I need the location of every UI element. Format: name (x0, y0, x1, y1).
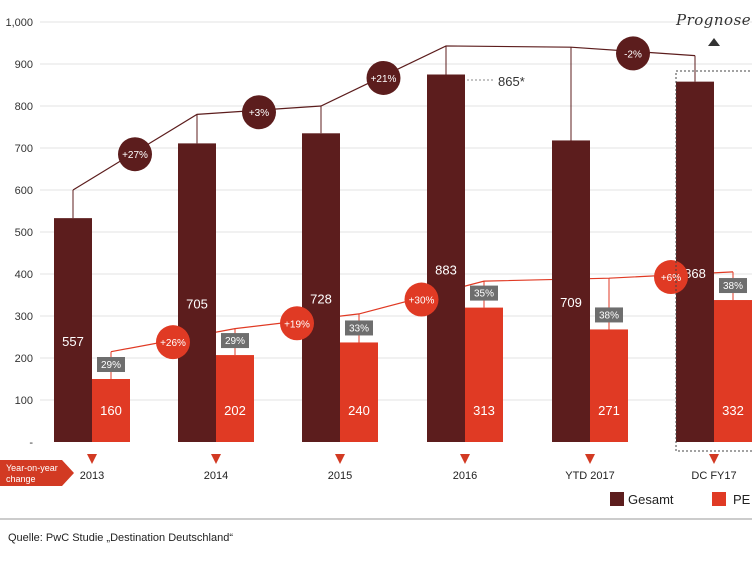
pe-share-label: 38% (599, 310, 619, 321)
bar-gesamt (427, 74, 465, 442)
bar-gesamt-label: 868 (684, 266, 706, 281)
pe-share-box (595, 307, 623, 323)
prognose-box (675, 70, 752, 452)
bar-pe-label: 332 (722, 403, 744, 418)
year-marker-icon (460, 454, 470, 464)
change-circles: +27% +3% +21% -2% +26% +19% +30% +6% (118, 36, 688, 360)
bar-gesamt (54, 218, 92, 442)
category-label: 2014 (204, 470, 228, 482)
gesamt-change-label: +3% (249, 108, 269, 119)
bar-pe (714, 300, 752, 442)
bar-gesamt (178, 143, 216, 442)
year-marker-icon (709, 454, 719, 464)
grid (40, 21, 752, 401)
pe-share-label: 38% (723, 281, 743, 292)
y-tick-label: 500 (15, 227, 33, 239)
y-tick-label: 200 (15, 353, 33, 365)
gesamt-change-label: -2% (624, 49, 642, 60)
gesamt-change-label: +21% (371, 74, 397, 85)
pe-share-box (345, 320, 373, 336)
pe-share-label: 29% (225, 336, 245, 347)
bar-gesamt (302, 133, 340, 443)
legend-swatch-gesamt (610, 492, 624, 506)
bar-pe-label: 313 (473, 403, 495, 418)
prognose-annotation: Prognose (675, 11, 752, 452)
gesamt-change-circle (616, 36, 650, 71)
pe-share-label: 35% (474, 289, 494, 300)
prognose-label: Prognose (675, 11, 751, 29)
pe-share-box (719, 278, 747, 294)
legend-swatch-pe (712, 492, 726, 506)
gesamt-change-circle (366, 60, 401, 95)
pe-change-label: +19% (284, 319, 310, 330)
bar-gesamt-label: 705 (186, 297, 208, 312)
yoy-label-line1: Year-on-year (6, 463, 58, 473)
source-note: Quelle: PwC Studie „Destination Deutschl… (8, 532, 234, 544)
legend-label-pe: PE (733, 492, 751, 507)
yoy-label-line2: change (6, 474, 36, 484)
pe-change-circle (156, 325, 190, 360)
category-label: DC FY17 (691, 470, 736, 482)
pe-change-label: +26% (160, 338, 186, 349)
pe-share-box (221, 333, 249, 349)
legend-label-gesamt: Gesamt (628, 492, 674, 507)
bar-pe-label: 271 (598, 403, 620, 418)
y-axis: 1,000 900 800 700 600 500 400 300 200 100 - (5, 17, 33, 449)
bar-pe (590, 329, 628, 442)
annotation-865-text: 865* (498, 74, 525, 89)
x-axis: 2013 2014 2015 2016 YTD 2017 DC FY17 (80, 470, 737, 482)
bar-pe (340, 342, 378, 442)
y-tick-label: 1,000 (5, 17, 33, 29)
prognose-arrow-icon (708, 38, 720, 46)
pe-change-label: +30% (409, 296, 435, 307)
category-label: 2015 (328, 470, 352, 482)
year-marker-icon (335, 454, 345, 464)
bar-gesamt-label: 709 (560, 295, 582, 310)
y-tick-label: 700 (15, 143, 33, 155)
y-tick-label: 800 (15, 101, 33, 113)
bar-gesamt-label: 728 (310, 292, 332, 307)
pe-change-circle (654, 260, 688, 295)
bar-gesamt (676, 81, 714, 442)
category-label: YTD 2017 (565, 470, 615, 482)
pe-share-box (97, 357, 125, 372)
year-marker-icon (87, 454, 97, 464)
pe-change-circle (404, 282, 439, 317)
bar-pe (92, 379, 130, 442)
year-marker-icon (585, 454, 595, 464)
legend: Gesamt PE (610, 492, 751, 507)
yoy-label: Year-on-year change (0, 460, 74, 486)
pe-change-label: +6% (661, 273, 681, 284)
bar-pe-label: 160 (100, 403, 122, 418)
gesamt-change-label: +27% (122, 150, 148, 161)
bar-gesamt-label: 557 (62, 334, 84, 349)
gesamt-change-circle (118, 137, 152, 172)
y-tick-label: 300 (15, 311, 33, 323)
year-marker-icon (211, 454, 221, 464)
gesamt-change-circle (242, 95, 276, 130)
category-markers (87, 454, 719, 464)
y-tick-label: 900 (15, 59, 33, 71)
bar-pe (216, 355, 254, 442)
pe-share-label: 29% (101, 360, 121, 371)
pe-change-circle (280, 306, 314, 341)
pe-share-label: 33% (349, 323, 369, 334)
pe-share-box (470, 285, 498, 301)
y-tick-label: 100 (15, 395, 33, 407)
category-label: 2013 (80, 470, 104, 482)
y-tick-label: 400 (15, 269, 33, 281)
annotation-865: 865* (467, 74, 525, 89)
bar-pe (465, 307, 503, 442)
bar-pe-label: 202 (224, 403, 246, 418)
category-label: 2016 (453, 470, 477, 482)
y-tick-label: - (29, 437, 33, 449)
bar-gesamt-label: 883 (435, 262, 457, 277)
bar-gesamt (552, 140, 590, 442)
y-tick-label: 600 (15, 185, 33, 197)
bars: 557 160 29% 705 202 29% 728 240 33% 883 313 35% 709 2… (54, 74, 752, 443)
bar-pe-label: 240 (348, 403, 370, 418)
